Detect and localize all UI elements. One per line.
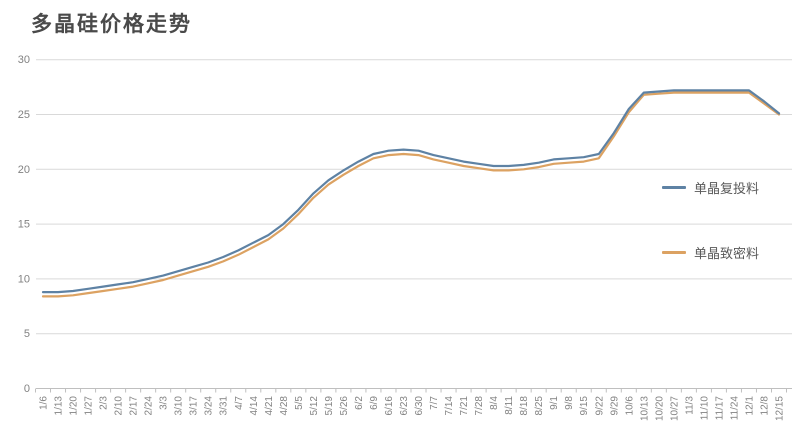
y-axis-tick-label: 10: [18, 273, 30, 285]
x-axis-tick-label: 6/9: [369, 396, 380, 410]
y-axis-tick-label: 30: [18, 54, 30, 66]
y-axis-tick-label: 15: [18, 219, 30, 231]
y-axis-tick-label: 25: [18, 109, 30, 121]
x-axis-tick-label: 1/20: [69, 396, 80, 416]
page-title: 多晶硅价格走势: [31, 13, 192, 36]
x-axis-tick-label: 8/25: [534, 396, 545, 416]
x-axis-tick-label: 5/5: [294, 396, 305, 410]
x-axis-tick-label: 6/23: [399, 396, 410, 416]
x-axis-tick-label: 9/22: [594, 396, 605, 416]
x-axis-tick-label: 10/20: [654, 396, 665, 421]
series-line-danjing-futouliao: [41, 89, 781, 294]
x-axis-tick-label: 4/7: [234, 396, 245, 410]
x-axis-tick-label: 11/10: [699, 396, 710, 421]
x-axis-tick-label: 11/17: [714, 396, 725, 421]
x-axis-tick-label: 9/8: [564, 396, 575, 410]
x-axis-tick-label: 4/21: [264, 396, 275, 416]
x-axis-tick-label: 3/17: [189, 396, 200, 416]
x-axis-tick-label: 3/24: [204, 396, 215, 416]
x-axis-tick-label: 3/10: [174, 396, 185, 416]
x-axis-tick-label: 7/14: [444, 396, 455, 416]
x-axis-tick-label: 2/24: [144, 396, 155, 416]
x-axis-tick-label: 9/29: [609, 396, 620, 416]
x-axis-tick-label: 3/31: [219, 396, 230, 416]
x-axis-tick-label: 1/27: [84, 396, 95, 416]
series-line-danjing-zhimiliao: [41, 91, 781, 298]
x-axis-tick-label: 1/6: [39, 396, 50, 410]
x-axis-tick-label: 12/1: [744, 396, 755, 416]
y-axis-tick-label: 20: [18, 164, 30, 176]
x-axis-tick-label: 4/14: [249, 396, 260, 416]
x-axis-tick-label: 9/15: [579, 396, 590, 416]
x-axis-tick-label: 3/3: [159, 396, 170, 410]
x-axis-tick-label: 8/4: [489, 396, 500, 410]
x-axis-tick-label: 2/10: [114, 396, 125, 416]
x-axis-tick-label: 7/28: [474, 396, 485, 416]
x-axis-tick-label: 6/2: [354, 396, 365, 410]
x-axis-tick-label: 4/28: [279, 396, 290, 416]
x-axis-tick-label: 8/11: [504, 396, 515, 415]
y-axis-tick-label: 0: [24, 383, 30, 395]
x-axis-tick-label: 5/19: [324, 396, 335, 416]
x-axis-tick-label: 2/3: [99, 396, 110, 410]
x-axis-tick-label: 8/18: [519, 396, 530, 416]
x-axis-tick-label: 11/3: [684, 396, 695, 415]
x-axis-tick-label: 10/27: [669, 396, 680, 421]
x-axis-tick-label: 12/8: [759, 396, 770, 416]
x-axis-tick-label: 12/15: [775, 396, 786, 421]
x-axis-tick-label: 9/1: [549, 396, 560, 410]
y-axis-tick-label: 5: [24, 328, 30, 340]
x-axis-tick-label: 10/6: [624, 396, 635, 416]
x-axis-tick-label: 6/16: [384, 396, 395, 416]
x-axis-tick-label: 1/13: [54, 396, 65, 416]
x-axis-tick-label: 11/24: [729, 396, 740, 421]
x-axis-tick-label: 7/21: [459, 396, 470, 416]
x-axis-tick-label: 2/17: [129, 396, 140, 416]
x-axis-tick-label: 10/13: [639, 396, 650, 421]
x-axis-tick-label: 5/26: [339, 396, 350, 416]
x-axis-tick-label: 6/30: [414, 396, 425, 416]
x-axis-tick-label: 7/7: [429, 396, 440, 410]
x-axis-tick-label: 5/12: [309, 396, 320, 416]
